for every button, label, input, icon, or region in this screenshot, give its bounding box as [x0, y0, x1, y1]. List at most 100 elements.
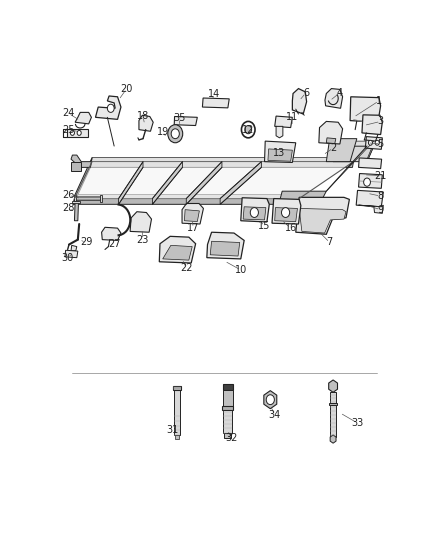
Polygon shape [152, 161, 183, 204]
Polygon shape [182, 204, 203, 224]
Bar [67, 129, 88, 137]
Polygon shape [223, 406, 233, 409]
Polygon shape [264, 391, 277, 409]
Polygon shape [74, 199, 299, 204]
Polygon shape [90, 161, 353, 167]
Polygon shape [102, 227, 121, 240]
Polygon shape [330, 392, 336, 402]
Polygon shape [202, 98, 229, 108]
Polygon shape [268, 149, 293, 161]
Text: 35: 35 [173, 113, 186, 123]
Polygon shape [275, 116, 293, 127]
Polygon shape [224, 433, 231, 438]
Polygon shape [174, 390, 180, 435]
Polygon shape [362, 115, 382, 134]
Bar [74, 195, 77, 202]
Polygon shape [223, 384, 233, 390]
Polygon shape [139, 115, 153, 131]
Text: 5: 5 [378, 139, 384, 149]
Polygon shape [333, 146, 374, 161]
Text: 25: 25 [62, 125, 74, 135]
Polygon shape [220, 161, 261, 204]
Polygon shape [75, 197, 101, 200]
Text: 24: 24 [62, 108, 74, 118]
Polygon shape [241, 198, 269, 222]
Polygon shape [162, 245, 192, 260]
Polygon shape [272, 199, 301, 224]
Polygon shape [330, 406, 336, 437]
Polygon shape [173, 386, 181, 390]
Circle shape [168, 125, 183, 143]
Text: 34: 34 [268, 410, 281, 420]
Bar [100, 195, 102, 202]
Polygon shape [296, 197, 350, 235]
Polygon shape [329, 402, 337, 406]
Polygon shape [186, 161, 222, 204]
Polygon shape [223, 390, 233, 407]
Circle shape [107, 104, 114, 112]
Circle shape [282, 207, 290, 217]
Text: 23: 23 [136, 235, 148, 245]
Circle shape [368, 140, 372, 145]
Polygon shape [243, 207, 266, 220]
Text: 18: 18 [137, 111, 149, 122]
Polygon shape [95, 96, 121, 119]
Circle shape [171, 129, 179, 139]
Polygon shape [276, 126, 283, 138]
Polygon shape [359, 174, 382, 188]
Polygon shape [279, 191, 326, 204]
Text: 7: 7 [327, 238, 333, 247]
Polygon shape [356, 190, 383, 207]
Polygon shape [265, 141, 296, 163]
Circle shape [77, 131, 81, 135]
Polygon shape [159, 236, 196, 263]
Polygon shape [319, 122, 343, 144]
Text: 6: 6 [303, 88, 309, 98]
Polygon shape [74, 201, 78, 221]
Polygon shape [71, 155, 92, 167]
Circle shape [250, 207, 258, 217]
Text: 16: 16 [285, 223, 297, 233]
Polygon shape [74, 158, 92, 204]
Text: 8: 8 [378, 191, 384, 201]
Text: 20: 20 [120, 84, 133, 94]
Text: 19: 19 [156, 127, 169, 136]
Polygon shape [326, 139, 357, 161]
Text: 10: 10 [235, 265, 247, 275]
Polygon shape [210, 241, 240, 256]
Text: 15: 15 [258, 221, 271, 231]
Polygon shape [336, 141, 374, 146]
Polygon shape [119, 161, 143, 204]
Circle shape [266, 395, 274, 405]
Polygon shape [326, 138, 336, 143]
Text: 3: 3 [378, 116, 384, 126]
Polygon shape [175, 435, 179, 440]
Polygon shape [330, 435, 336, 443]
Polygon shape [92, 158, 354, 161]
Text: 22: 22 [180, 263, 193, 273]
Text: 31: 31 [167, 425, 179, 435]
Text: 11: 11 [286, 112, 298, 122]
Polygon shape [71, 245, 77, 251]
Polygon shape [174, 117, 197, 126]
Polygon shape [350, 97, 381, 122]
Text: 32: 32 [226, 433, 238, 443]
Polygon shape [75, 112, 92, 124]
Polygon shape [130, 212, 152, 232]
Text: 2: 2 [330, 143, 336, 153]
Circle shape [245, 126, 251, 134]
Polygon shape [365, 136, 382, 149]
Text: 14: 14 [208, 88, 220, 99]
Text: 17: 17 [187, 223, 199, 233]
Polygon shape [71, 161, 81, 171]
Polygon shape [359, 158, 381, 168]
Polygon shape [299, 208, 346, 233]
Circle shape [71, 131, 74, 135]
Text: 1: 1 [376, 96, 382, 106]
Text: 33: 33 [351, 418, 364, 428]
Polygon shape [184, 209, 199, 222]
Polygon shape [65, 251, 78, 257]
Text: 21: 21 [374, 171, 387, 181]
Text: 26: 26 [62, 190, 74, 200]
Polygon shape [293, 88, 307, 114]
